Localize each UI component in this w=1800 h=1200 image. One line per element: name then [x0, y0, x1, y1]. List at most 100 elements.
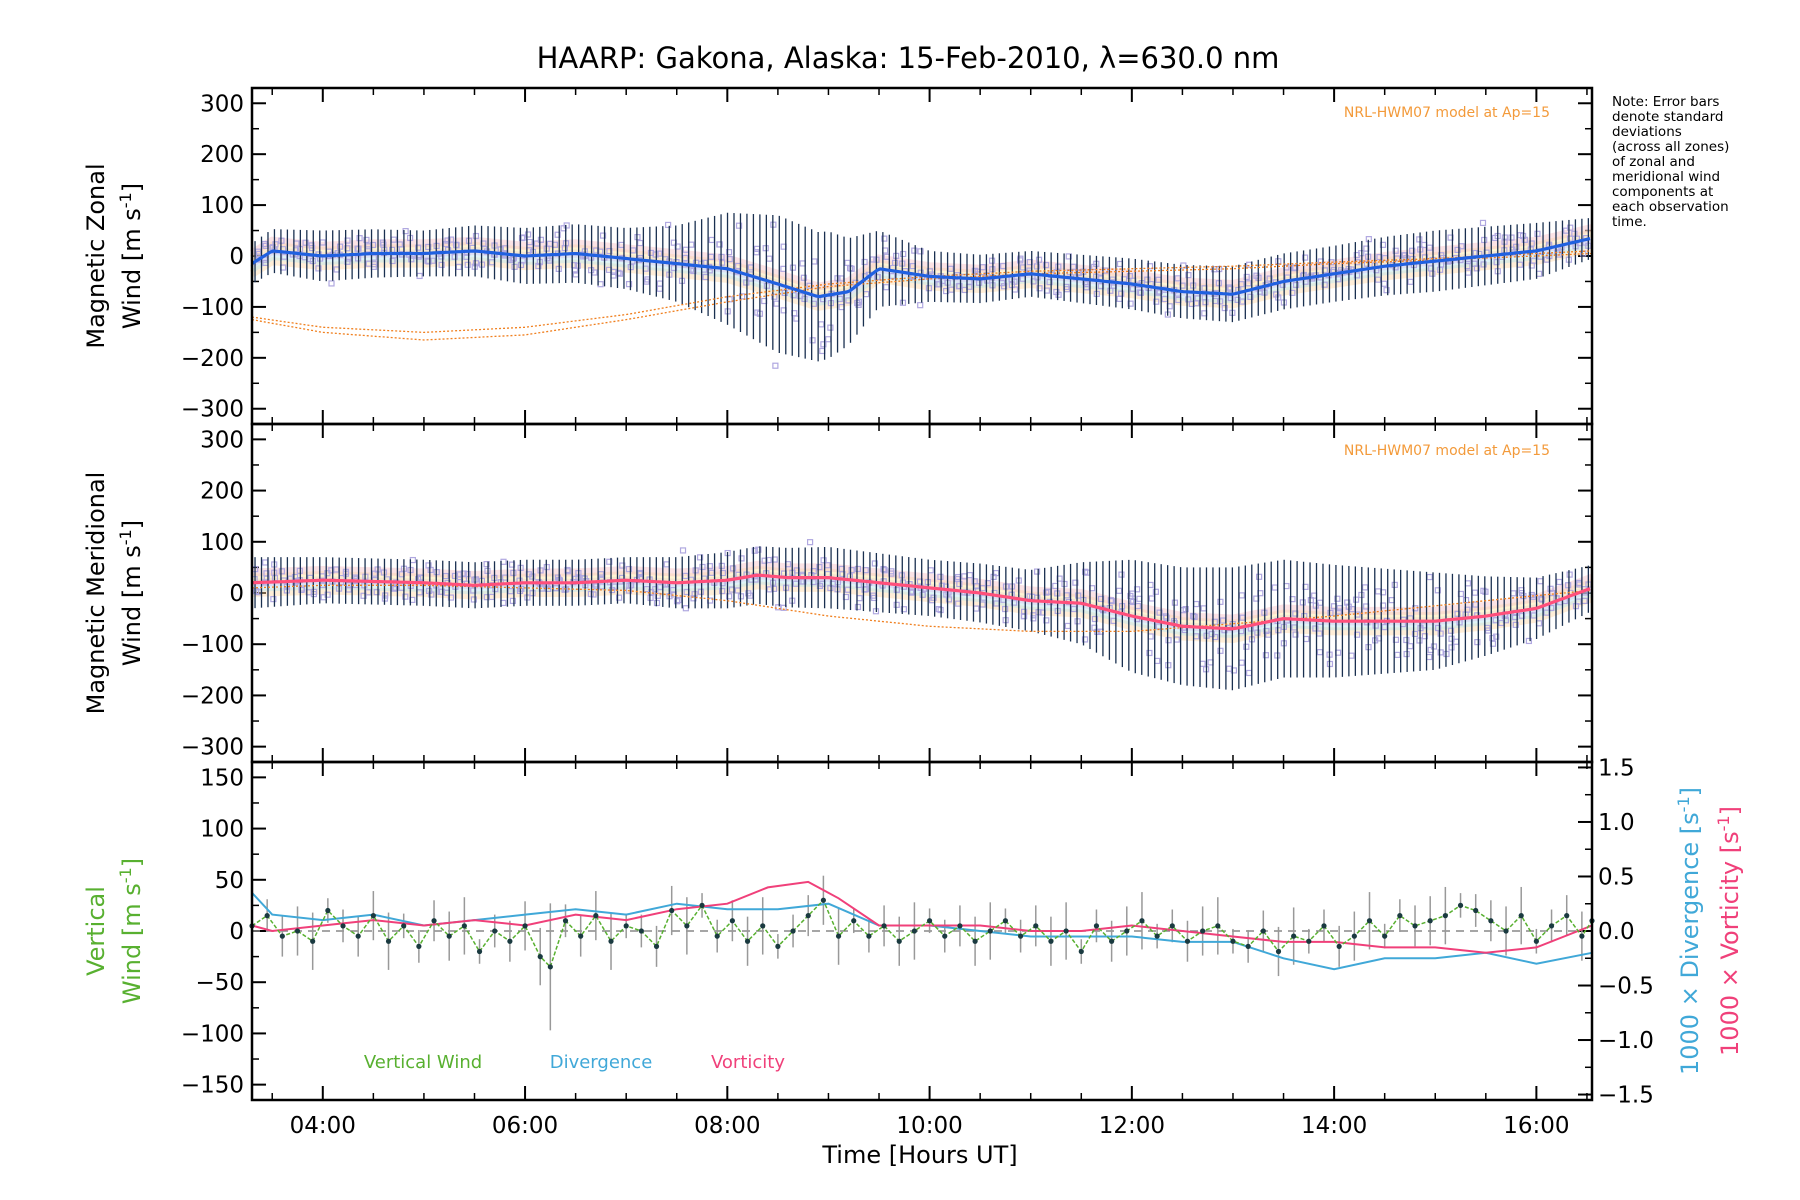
zone-point — [800, 274, 808, 281]
vertical-wind-point — [1275, 948, 1282, 955]
zone-point — [1303, 635, 1310, 643]
vertical-wind-point — [669, 907, 675, 914]
zone-point — [861, 586, 868, 593]
zone-point — [1392, 247, 1399, 254]
zone-point — [438, 261, 445, 269]
zone-point — [1146, 263, 1154, 270]
zone-point — [1271, 584, 1279, 591]
zone-point — [708, 236, 715, 244]
zone-point — [453, 242, 460, 249]
zone-point — [1567, 224, 1574, 231]
zone-point — [1185, 296, 1192, 303]
zone-point — [1146, 649, 1153, 657]
zone-point — [899, 299, 907, 306]
zone-point — [1454, 246, 1461, 254]
zone-point — [1200, 605, 1207, 612]
zone-point — [315, 265, 322, 272]
zone-point — [647, 594, 654, 602]
zone-point — [1438, 252, 1445, 259]
vertical-wind-point — [1488, 918, 1494, 924]
vertical-wind-point — [881, 923, 887, 929]
zone-point — [871, 560, 878, 567]
zone-point — [809, 337, 816, 344]
zone-point — [599, 232, 607, 239]
zone-point — [447, 236, 455, 243]
zone-point — [839, 571, 846, 578]
zone-point — [1118, 571, 1125, 578]
vertical-wind-point — [1518, 913, 1524, 919]
zone-point — [799, 260, 806, 267]
zone-point — [1154, 657, 1161, 665]
zone-point — [363, 236, 370, 244]
zone-point — [1556, 578, 1563, 586]
zone-point — [451, 572, 459, 580]
zone-point — [1344, 599, 1351, 606]
zone-point — [652, 251, 659, 258]
vertical-wind-point — [775, 943, 781, 949]
zone-point — [524, 231, 532, 238]
zone-point — [1153, 298, 1160, 305]
zone-point — [1221, 304, 1228, 312]
zone-point — [1243, 273, 1250, 281]
vertical-wind-point — [578, 933, 584, 939]
zone-point — [1480, 261, 1487, 268]
zone-point — [625, 565, 633, 573]
zone-point — [1474, 639, 1481, 646]
zone-point — [1430, 643, 1438, 650]
y-tick-label-zonal-4: 100 — [200, 193, 244, 219]
vertical-wind-point — [562, 918, 569, 924]
panel-vertical: −150 −100 −50 0 50 100 150 Vertical Wind [m s-1]… — [82, 755, 1744, 1108]
zone-point — [1537, 578, 1544, 585]
zone-point — [1528, 262, 1535, 269]
zone-point — [1055, 291, 1062, 298]
zone-point — [1510, 590, 1517, 597]
zone-point — [1254, 629, 1261, 636]
vertical-wind-point — [416, 943, 422, 949]
zone-point — [1115, 587, 1123, 594]
zone-point — [1171, 599, 1179, 606]
zone-point — [1182, 606, 1189, 613]
vertical-wind-point — [653, 943, 660, 949]
y-axis-title-vertical-line1: Vertical — [82, 886, 110, 976]
zone-point — [302, 239, 309, 246]
zone-point — [729, 565, 737, 572]
zone-point — [1134, 586, 1141, 593]
zone-point — [1247, 293, 1254, 301]
vertical-wind-point — [355, 933, 361, 939]
vertical-wind-point — [1139, 918, 1145, 924]
zone-point — [1374, 276, 1382, 283]
vertical-wind-point — [537, 954, 543, 960]
zone-point — [1162, 613, 1169, 620]
vertical-wind-point — [1200, 928, 1206, 934]
y-tick-label-zonal-3: 0 — [229, 244, 244, 270]
zone-point — [336, 243, 344, 250]
zone-point — [725, 249, 733, 256]
zone-point — [688, 241, 695, 248]
vertical-wind-point — [638, 928, 644, 934]
y-tick-label-meridional-6: 300 — [200, 427, 244, 453]
vertical-wind-point — [385, 938, 392, 944]
zone-point — [682, 572, 689, 580]
zone-point — [881, 567, 888, 574]
zone-point — [1471, 589, 1479, 596]
note-line-4: of zonal and — [1612, 154, 1695, 170]
x-tick-label-4: 12:00 — [1099, 1113, 1165, 1139]
zone-point — [402, 228, 409, 235]
zone-point — [1202, 299, 1209, 306]
zone-point — [369, 241, 377, 249]
zone-point — [780, 604, 787, 611]
vertical-wind-point — [1321, 923, 1327, 929]
zone-point — [1238, 592, 1245, 599]
zone-point — [606, 247, 613, 255]
zone-point — [298, 586, 305, 594]
zone-point — [1055, 263, 1062, 270]
zone-point — [656, 285, 663, 292]
zone-point — [1075, 592, 1082, 599]
zone-point — [1429, 270, 1436, 277]
legend-item-0: Vertical Wind — [364, 1052, 482, 1073]
zone-point — [825, 336, 832, 343]
zone-point — [252, 588, 260, 595]
zone-point — [1407, 278, 1414, 285]
vertical-wind-point — [911, 928, 918, 934]
